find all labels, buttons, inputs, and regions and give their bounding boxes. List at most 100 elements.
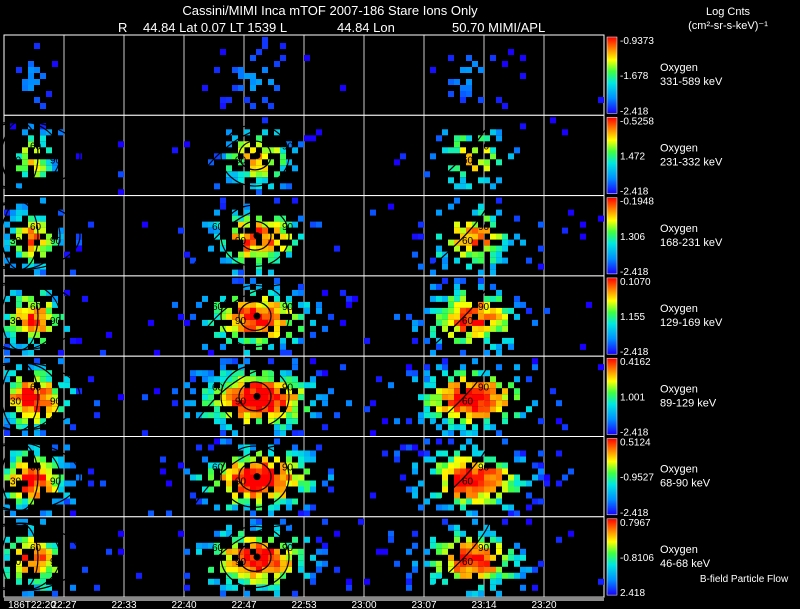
x-tick-label: 23:00: [351, 600, 376, 609]
heatmap-cell: [226, 548, 232, 555]
heatmap-cell: [214, 307, 220, 314]
heatmap-cell: [508, 337, 514, 344]
heatmap-cell: [496, 209, 502, 216]
heatmap-cell: [220, 197, 226, 204]
heatmap-cell: [34, 215, 40, 222]
heatmap-cell: [64, 462, 70, 469]
heatmap-cell: [226, 382, 232, 389]
heatmap-cell: [226, 141, 232, 148]
heatmap-cell: [70, 510, 76, 517]
heatmap-cell: [430, 418, 436, 425]
heatmap-cell: [250, 171, 256, 178]
heatmap-cell: [364, 406, 370, 413]
heatmap-cell: [412, 376, 418, 383]
heatmap-cell: [22, 468, 28, 475]
heatmap-cell: [262, 486, 268, 493]
heatmap-cell: [226, 394, 232, 401]
contour-line: [0, 362, 81, 431]
heatmap-cell: [550, 117, 556, 124]
heatmap-cell: [4, 233, 10, 240]
contour-label: 90: [282, 141, 294, 152]
contour-label: 30: [10, 155, 22, 166]
heatmap-cell: [220, 394, 226, 401]
heatmap-cell: [502, 307, 508, 314]
heatmap-cell: [250, 536, 256, 543]
heatmap-cell: [310, 504, 316, 511]
contour-line: [0, 522, 81, 592]
heatmap-cell: [262, 239, 268, 246]
heatmap-cell: [484, 307, 490, 314]
heatmap-cell: [472, 209, 478, 216]
heatmap-cell: [16, 504, 22, 511]
heatmap-cell: [250, 486, 256, 493]
heatmap-cell: [478, 209, 484, 216]
heatmap-cell: [22, 171, 28, 178]
heatmap-cell: [22, 536, 28, 543]
heatmap-cell: [388, 203, 394, 210]
heatmap-cell: [226, 554, 232, 561]
heatmap-cell: [478, 584, 484, 591]
heatmap-cell: [286, 560, 292, 567]
heatmap-cell: [532, 358, 538, 365]
heatmap-cell: [238, 554, 244, 561]
heatmap-cell: [478, 251, 484, 258]
contour-label: 60: [212, 302, 224, 313]
heatmap-cell: [46, 554, 52, 561]
heatmap-cell: [40, 456, 46, 463]
contour-label: 90: [235, 557, 247, 568]
heatmap-cell: [460, 486, 466, 493]
heatmap-cell: [238, 301, 244, 308]
heatmap-cell: [292, 444, 298, 451]
heatmap-cell: [484, 337, 490, 344]
heatmap-cell: [82, 566, 88, 573]
heatmap-cell: [412, 486, 418, 493]
heatmap-cell: [22, 554, 28, 561]
heatmap-cell: [448, 456, 454, 463]
heatmap-cell: [238, 177, 244, 184]
heatmap-cell: [460, 301, 466, 308]
contour-label: 90: [282, 302, 294, 313]
heatmap-cell: [256, 251, 262, 258]
heatmap-cell: [244, 171, 250, 178]
heatmap-cell: [292, 590, 298, 597]
heatmap-cells: [10, 117, 568, 196]
heatmap-cell: [502, 462, 508, 469]
heatmap-cell: [484, 227, 490, 234]
heatmap-cell: [4, 504, 10, 511]
heatmap-cell: [244, 301, 250, 308]
heatmap-cell: [436, 135, 442, 142]
colorbar: [606, 277, 618, 355]
heatmap-cell: [472, 424, 478, 431]
heatmap-cell: [46, 245, 52, 252]
heatmap-cell: [226, 257, 232, 264]
heatmap-cell: [250, 55, 256, 61]
heatmap-cell: [244, 251, 250, 258]
heatmap-cell: [202, 400, 208, 407]
heatmap-cell: [244, 239, 250, 246]
heatmap-cell: [514, 376, 520, 383]
heatmap-cell: [256, 542, 262, 549]
heatmap-cell: [208, 486, 214, 493]
heatmap-cell: [274, 319, 280, 326]
heatmap-cell: [478, 462, 484, 469]
heatmap-cell: [274, 554, 280, 561]
heatmap-cell: [466, 91, 472, 97]
heatmap-cell: [274, 486, 280, 493]
heatmap-cell: [238, 221, 244, 228]
colorbar-mid-label: 1.001: [620, 392, 645, 403]
heatmap-cell: [298, 313, 304, 320]
heatmap-cell: [244, 73, 250, 79]
heatmap-cell: [478, 382, 484, 389]
heatmap-cell: [454, 301, 460, 308]
heatmap-cell: [262, 307, 268, 314]
heatmap-cell: [94, 400, 100, 407]
heatmap-cell: [232, 474, 238, 481]
heatmap-cell: [448, 331, 454, 338]
heatmap-cell: [88, 480, 94, 487]
heatmap-cell: [490, 263, 496, 270]
heatmap-cell: [28, 123, 34, 130]
heatmap-cell: [490, 572, 496, 579]
heatmap-cell: [148, 510, 154, 517]
heatmap-cell: [256, 221, 262, 228]
heatmap-cell: [226, 307, 232, 314]
